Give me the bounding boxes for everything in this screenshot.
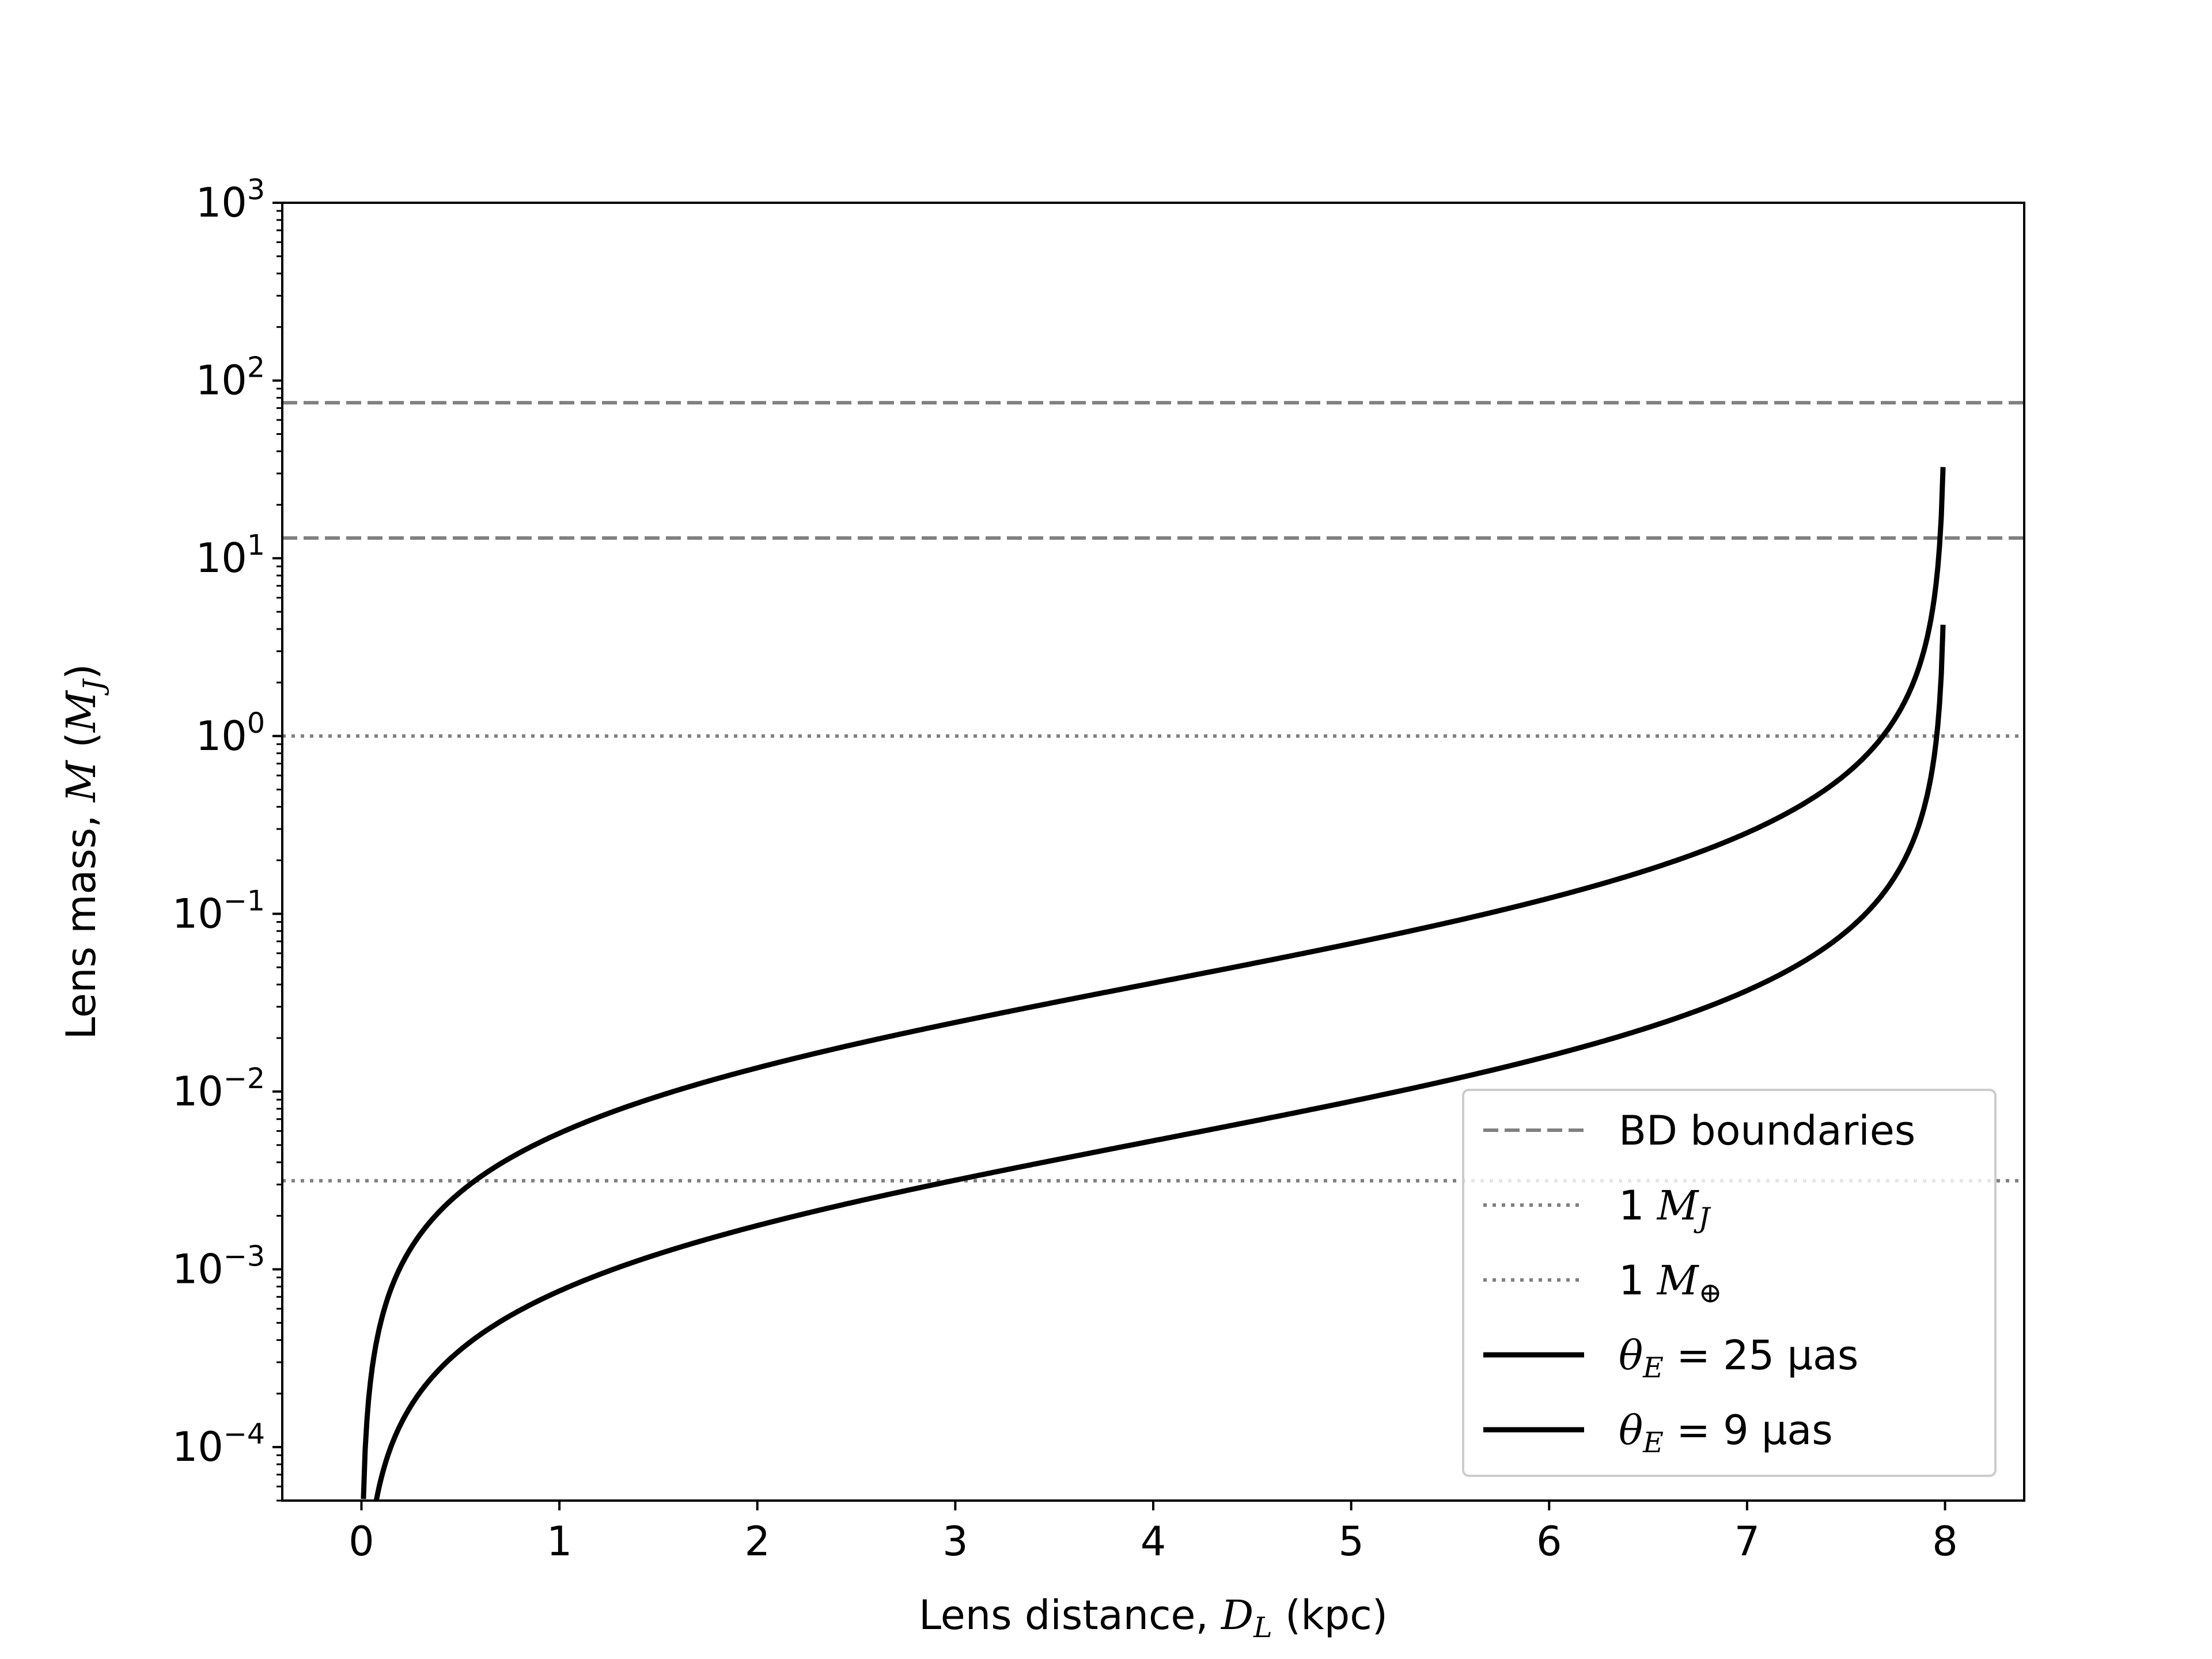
y-tick-label: 101: [196, 529, 265, 582]
legend-label-2: 1 MJ: [1619, 1182, 1711, 1234]
y-tick-label: 10−2: [172, 1062, 265, 1115]
legend-label-3: 1 M⊕: [1619, 1257, 1722, 1309]
x-tick-label: 3: [942, 1518, 968, 1565]
legend-label-1: BD boundaries: [1619, 1107, 1915, 1154]
y-tick-label: 103: [196, 173, 265, 226]
legend-label-5: θE = 9 μas: [1619, 1407, 1833, 1459]
legend-label-4: θE = 25 μas: [1619, 1332, 1858, 1384]
x-label-subscript: L: [1253, 1611, 1272, 1644]
y-label-symbol: M: [58, 759, 105, 803]
y-label-open: (: [58, 732, 105, 761]
y-axis: 10−4 10−3 10−2 10−1 100 101 102 103: [172, 173, 282, 1502]
x-tick-label: 4: [1141, 1518, 1166, 1565]
x-axis-label: Lens distance, DL (kpc): [919, 1592, 1388, 1644]
legend-box: [1462, 1089, 1997, 1477]
y-label-unit: M: [58, 690, 105, 733]
x-tick-label: 8: [1932, 1518, 1958, 1565]
y-label-prefix: Lens mass,: [58, 802, 105, 1039]
y-tick-label: 102: [196, 351, 265, 404]
y-tick-label: 10−4: [172, 1418, 265, 1471]
x-tick-label: 1: [547, 1518, 573, 1565]
x-tick-label: 0: [349, 1518, 374, 1565]
y-axis-label: Lens mass, M (MJ): [58, 664, 110, 1039]
series-line-2: [373, 624, 1946, 1501]
x-tick-label: 2: [744, 1518, 770, 1565]
y-tick-label: 100: [196, 707, 265, 760]
x-label-suffix: (kpc): [1272, 1592, 1388, 1639]
x-tick-label: 7: [1734, 1518, 1760, 1565]
reference-lines: [282, 401, 2024, 1183]
x-label-symbol: D: [1220, 1592, 1253, 1639]
series-lines: [361, 467, 1946, 1501]
y-label-close: ): [58, 664, 105, 679]
x-tick-label: 6: [1536, 1518, 1562, 1565]
series-line-1: [361, 467, 1946, 1499]
y-tick-label: 10−1: [172, 884, 265, 937]
legend: BD boundaries 1 MJ 1 M⊕ θE = 25 μas θE = 9 μ…: [1462, 1089, 1997, 1477]
x-tick-label: 5: [1338, 1518, 1364, 1565]
x-axis: 0 1 2 3 4 5 6 7 8: [349, 1501, 1958, 1565]
y-tick-label: 10−3: [172, 1240, 265, 1293]
x-label-prefix: Lens distance,: [919, 1592, 1221, 1639]
